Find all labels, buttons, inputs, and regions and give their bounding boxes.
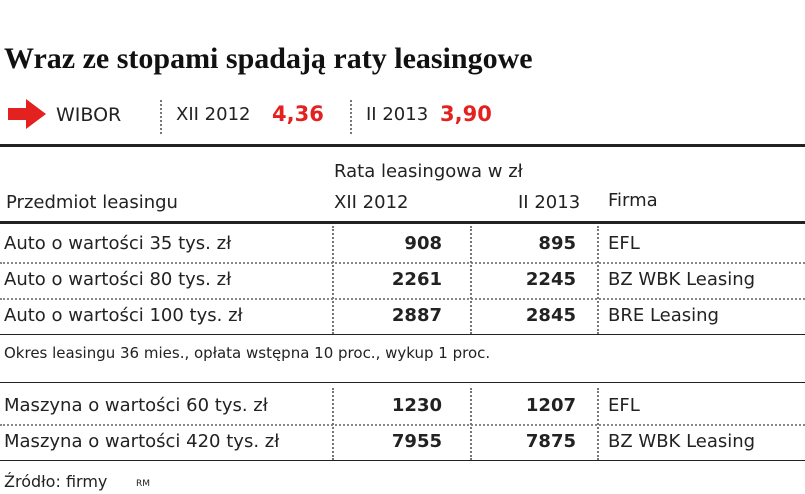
cell-value: 7875	[525, 431, 576, 452]
cell-value: 2845	[525, 305, 576, 326]
title: Wraz ze stopami spadają raty leasingowe	[4, 42, 533, 75]
rule	[0, 334, 805, 335]
row-divider	[0, 262, 805, 264]
cell-label: Maszyna o wartości 60 tys. zł	[4, 395, 268, 416]
author: RM	[136, 479, 151, 489]
cell-value: 1230	[391, 395, 442, 416]
cell-firm: EFL	[608, 395, 640, 416]
row-divider	[0, 298, 805, 300]
wibor-period: XII 2012	[176, 104, 251, 125]
rule	[0, 221, 805, 224]
column-divider	[470, 388, 472, 460]
cell-label: Maszyna o wartości 420 tys. zł	[4, 431, 280, 452]
rule	[0, 382, 805, 383]
rule	[0, 144, 805, 147]
cell-label: Auto o wartości 80 tys. zł	[4, 269, 232, 290]
column-header: Przedmiot leasingu	[6, 192, 178, 213]
column-header: Firma	[608, 190, 658, 211]
cell-value: 2887	[391, 305, 442, 326]
wibor-value: 3,90	[440, 102, 492, 126]
column-header: II 2013	[518, 192, 581, 213]
cell-value: 895	[538, 233, 576, 254]
separator	[350, 100, 352, 134]
wibor-period: II 2013	[366, 104, 429, 125]
note: Okres leasingu 36 mies., opłata wstępna …	[4, 344, 491, 362]
cell-value: 1207	[525, 395, 576, 416]
cell-firm: BZ WBK Leasing	[608, 431, 756, 452]
cell-firm: BRE Leasing	[608, 305, 719, 326]
arrow-icon	[8, 99, 46, 129]
column-divider	[597, 226, 599, 334]
cell-firm: BZ WBK Leasing	[608, 269, 756, 290]
rule	[0, 460, 805, 461]
column-header: XII 2012	[334, 192, 409, 213]
row-divider	[0, 424, 805, 426]
separator	[160, 100, 162, 134]
cell-value: 2261	[391, 269, 442, 290]
group-header: Rata leasingowa w zł	[334, 161, 523, 182]
column-divider	[332, 226, 334, 334]
cell-label: Auto o wartości 100 tys. zł	[4, 305, 243, 326]
cell-value: 7955	[391, 431, 442, 452]
column-divider	[332, 388, 334, 460]
cell-firm: EFL	[608, 233, 640, 254]
column-divider	[597, 388, 599, 460]
wibor-label: WIBOR	[56, 104, 122, 126]
cell-value: 2245	[525, 269, 576, 290]
source: Źródło: firmy	[4, 472, 108, 491]
cell-value: 908	[404, 233, 442, 254]
wibor-value: 4,36	[272, 102, 324, 126]
column-divider	[470, 226, 472, 334]
cell-label: Auto o wartości 35 tys. zł	[4, 233, 232, 254]
